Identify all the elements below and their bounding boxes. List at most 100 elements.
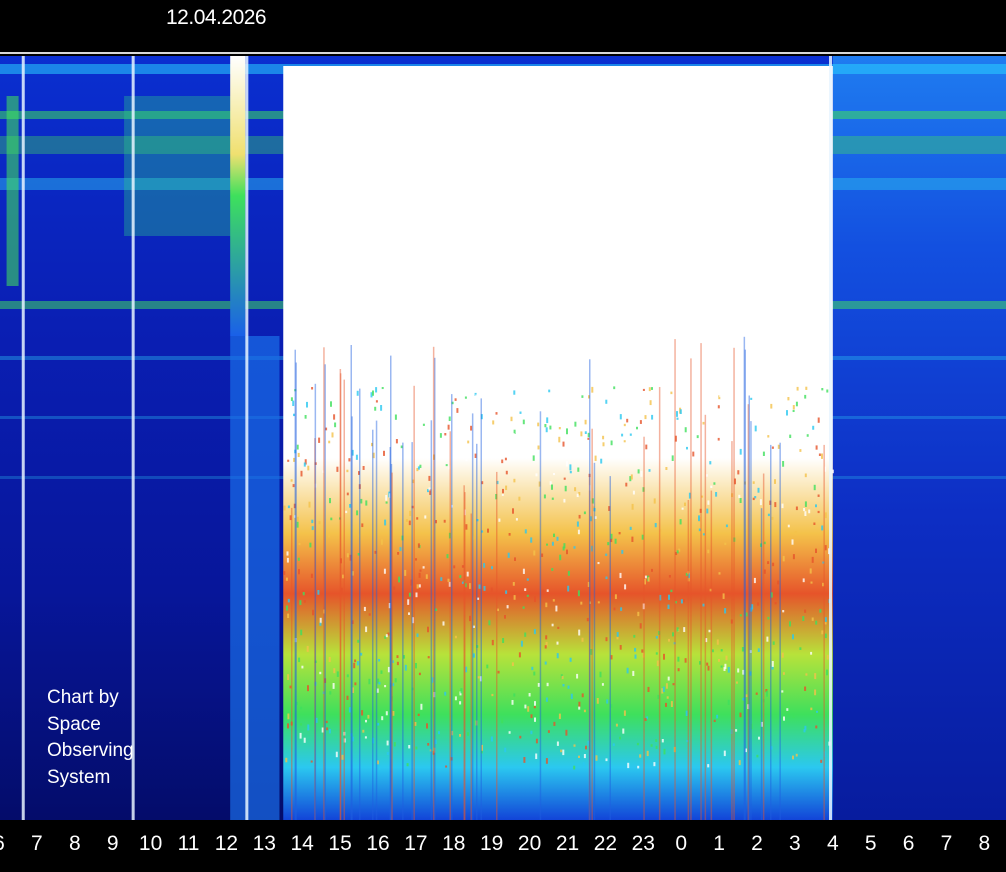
event-speckle [445,765,448,768]
event-speckle [672,632,674,637]
x-axis: 6789101112131415161718192021222301234567… [0,820,1006,872]
event-speckle [310,573,313,578]
x-tick-label: 15 [328,832,352,855]
event-speckle [418,584,421,588]
event-speckle [361,523,364,528]
right-vertical-feature [6,96,19,286]
event-speckle [436,403,439,409]
event-speckle [524,529,527,534]
event-speckle [351,449,354,456]
event-speckle [644,575,647,579]
event-speckle [363,606,366,612]
event-speckle [507,552,510,558]
event-speckle [374,406,377,411]
event-speckle [767,435,770,438]
x-tick-label: 5 [864,832,877,855]
event-speckle [404,569,407,576]
event-speckle [422,566,425,569]
event-speckle [626,418,629,423]
event-speckle [754,496,757,499]
event-speckle [412,479,415,484]
event-streak [760,508,763,820]
event-speckle [594,516,597,519]
event-speckle [805,673,808,676]
event-speckle [614,538,617,544]
event-speckle [558,427,561,430]
event-speckle [343,738,346,743]
event-speckle [286,557,289,563]
event-speckle [485,397,488,401]
event-speckle [584,419,587,425]
event-speckle [547,730,550,733]
event-speckle [552,599,555,602]
x-tick-label: 16 [366,832,390,855]
event-speckle [472,535,475,540]
event-speckle [387,666,390,673]
spectrogram-plot: Chart by Space Observing System [0,56,1006,820]
event-speckle [325,427,328,431]
event-streak [291,507,293,820]
event-speckle [418,672,421,676]
event-speckle [418,572,421,578]
event-speckle [511,662,514,666]
event-speckle [723,750,726,757]
event-speckle [415,663,417,669]
event-speckle [545,427,548,433]
event-speckle [659,529,662,532]
event-speckle [524,632,527,637]
event-speckle [791,539,794,545]
event-speckle [307,685,309,692]
event-speckle [731,493,734,498]
event-speckle [376,760,379,765]
event-speckle [283,505,286,511]
event-streak [343,379,345,820]
event-speckle [577,467,580,472]
event-speckle [745,694,748,698]
event-speckle [531,666,534,671]
event-speckle [709,461,712,465]
event-speckle [386,752,389,756]
event-speckle [591,545,593,552]
event-speckle [522,606,525,609]
event-speckle [824,633,827,639]
event-speckle [387,632,390,636]
event-speckle [490,736,493,742]
event-speckle [465,666,468,673]
event-speckle [597,601,600,604]
event-speckle [763,541,766,545]
event-speckle [512,433,515,437]
event-speckle [504,747,507,753]
event-speckle [527,706,530,712]
event-speckle [706,508,709,514]
event-speckle [400,445,403,449]
event-speckle [297,452,300,458]
event-speckle [526,594,529,597]
event-speckle [658,631,661,635]
event-speckle [411,505,414,509]
event-speckle [545,758,548,764]
event-speckle [461,565,464,568]
event-speckle [297,557,300,561]
event-speckle [623,423,626,427]
event-speckle [777,580,780,585]
event-streak [339,369,342,820]
event-speckle [451,401,454,405]
event-speckle [513,390,516,395]
event-speckle [545,697,548,702]
event-speckle [308,501,311,508]
event-speckle [750,723,753,730]
x-tick-label: 7 [940,832,953,855]
event-streak [359,388,361,820]
event-speckle [351,620,354,625]
event-speckle [554,405,557,409]
event-speckle [513,429,516,435]
event-speckle [578,706,581,710]
event-speckle [676,411,678,417]
event-speckle [718,572,721,575]
event-speckle [774,502,777,508]
event-speckle [676,417,679,420]
event-speckle [724,663,727,669]
event-speckle [622,728,625,734]
event-speckle [523,757,526,763]
event-speckle [583,709,586,713]
